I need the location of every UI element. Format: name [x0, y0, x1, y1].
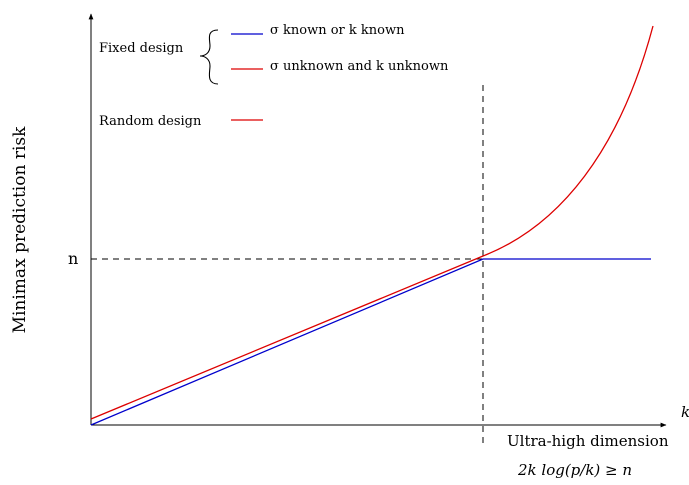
threshold-label: Ultra-high dimension — [507, 432, 669, 450]
blue-curve — [90, 258, 651, 426]
y-tick-label: n — [68, 249, 78, 268]
threshold-condition: 2k log(p/k) ≥ n — [517, 461, 632, 479]
legend-fixed-design-label: Fixed design — [99, 41, 184, 56]
legend-blue-text: σ known or k known — [270, 23, 405, 38]
legend-brace-icon — [199, 29, 219, 85]
red-curve — [90, 25, 654, 420]
legend-random-design-label: Random design — [99, 114, 202, 129]
y-axis-label: Minimax prediction risk — [10, 126, 30, 334]
legend-red-text: σ unknown and k unknown — [270, 59, 449, 74]
x-axis-label: k — [681, 403, 689, 421]
